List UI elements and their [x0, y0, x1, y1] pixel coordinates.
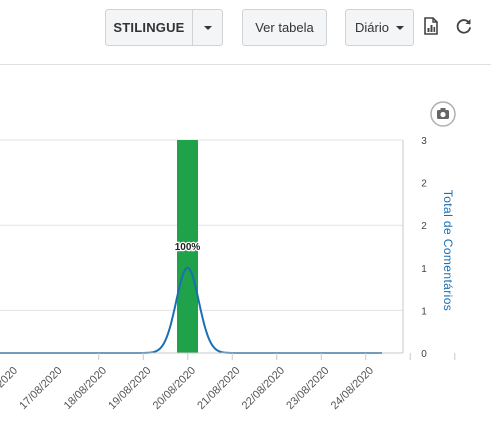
source-dropdown-toggle[interactable]: [192, 9, 223, 46]
axes: 16/08/202017/08/202018/08/202019/08/2020…: [0, 136, 456, 412]
right-axis-tick-label: 2: [421, 179, 427, 190]
x-tick-label: 16/08/2020: [0, 365, 20, 412]
chart-area: 16/08/202017/08/202018/08/202019/08/2020…: [0, 101, 456, 412]
period-select[interactable]: Diário: [345, 9, 414, 46]
right-axis-tick-label: 1: [421, 306, 427, 317]
x-tick-label: 24/08/2020: [329, 365, 376, 412]
x-tick-label: 23/08/2020: [284, 365, 331, 412]
right-axis-tick-label: 0: [421, 349, 427, 360]
bar: [177, 140, 198, 353]
chevron-down-icon: [395, 25, 404, 30]
chart-toolbar: STILINGUE Ver tabela Diário: [0, 0, 491, 64]
x-tick-label: 21/08/2020: [195, 365, 242, 412]
right-axis-title: Total de Comentários: [441, 190, 455, 311]
file-chart-icon[interactable]: [422, 17, 440, 35]
chevron-down-icon: [203, 25, 212, 30]
x-tick-label: 19/08/2020: [106, 365, 153, 412]
camera-icon[interactable]: [430, 101, 456, 127]
source-button-group: STILINGUE: [105, 9, 223, 46]
right-axis-tick-label: 3: [421, 136, 427, 147]
view-table-button[interactable]: Ver tabela: [242, 9, 327, 46]
bar-series: [177, 140, 198, 353]
source-button[interactable]: STILINGUE: [105, 9, 193, 46]
x-tick-label: 20/08/2020: [151, 365, 198, 412]
x-tick-label: 18/08/2020: [62, 365, 109, 412]
period-select-label: Diário: [355, 20, 389, 35]
x-tick-label: 17/08/2020: [17, 365, 64, 412]
grid-lines: [0, 139, 403, 311]
x-tick-label: 22/08/2020: [240, 365, 287, 412]
right-axis-tick-label: 1: [421, 264, 427, 275]
bar-data-label: 100%: [175, 242, 201, 253]
refresh-icon[interactable]: [455, 17, 473, 35]
right-axis-tick-label: 2: [421, 221, 427, 232]
toolbar-divider: [0, 64, 491, 65]
